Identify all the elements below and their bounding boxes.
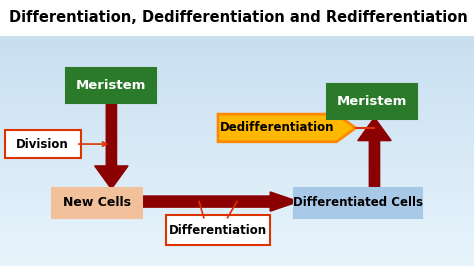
FancyBboxPatch shape — [166, 215, 270, 245]
Text: Meristem: Meristem — [337, 95, 407, 108]
FancyArrow shape — [142, 192, 299, 211]
Text: New Cells: New Cells — [63, 196, 131, 209]
Text: Division: Division — [16, 138, 69, 151]
Text: Meristem: Meristem — [76, 79, 146, 92]
Text: Differentiation: Differentiation — [169, 224, 267, 237]
FancyBboxPatch shape — [5, 130, 81, 158]
FancyBboxPatch shape — [52, 188, 142, 218]
FancyBboxPatch shape — [327, 84, 417, 119]
FancyArrow shape — [95, 100, 128, 189]
Text: Differentiated Cells: Differentiated Cells — [293, 196, 423, 209]
Polygon shape — [218, 114, 356, 142]
FancyArrow shape — [358, 118, 391, 189]
FancyBboxPatch shape — [66, 68, 156, 103]
FancyBboxPatch shape — [294, 188, 422, 218]
Text: Dedifferentiation: Dedifferentiation — [220, 122, 335, 134]
Text: Differentiation, Dedifferentiation and Redifferentiation: Differentiation, Dedifferentiation and R… — [9, 10, 468, 26]
